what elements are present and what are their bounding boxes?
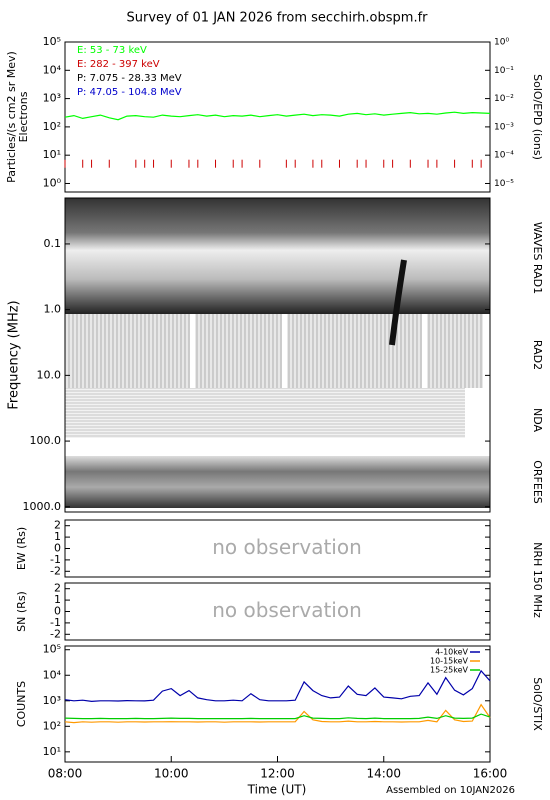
y-axis-label: SN (Rs) xyxy=(15,591,28,632)
y-tick-label: -2 xyxy=(50,627,61,640)
y-axis-label: EW (Rs) xyxy=(15,527,28,570)
y-tick-label: 10³ xyxy=(43,694,61,707)
y2-tick-label: 10⁻² xyxy=(494,94,514,104)
x-tick-label: 16:00 xyxy=(473,767,508,781)
y-tick-label: 10² xyxy=(43,719,61,732)
y-tick-label: -1 xyxy=(50,616,61,629)
legend-entry: 10-15keV xyxy=(430,657,469,666)
footer: Assembled on 10JAN2026 xyxy=(386,785,515,796)
legend-entry: 4-10keV xyxy=(435,648,468,657)
y-tick-label: 10.0 xyxy=(37,368,62,381)
right-label: NRH 150 MHz xyxy=(531,542,544,618)
y-tick-label: 10⁴ xyxy=(43,668,62,681)
legend-entry: P: 7.075 - 28.33 MeV xyxy=(77,73,182,84)
y-axis-label: Particles/(s cm2 sr Mev) xyxy=(5,51,18,183)
section-label: ORFEES xyxy=(531,460,544,504)
y2-tick-label: 10⁻⁴ xyxy=(494,151,514,161)
legend-entry: 15-25keV xyxy=(430,666,469,675)
y-tick-label: 0 xyxy=(54,542,61,555)
legend-entry: P: 47.05 - 104.8 MeV xyxy=(77,87,182,98)
y-tick-label: 1 xyxy=(54,593,61,606)
y-tick-label: 2 xyxy=(54,519,61,532)
y-tick-label: 10¹ xyxy=(43,745,61,758)
y-tick-label: 1.0 xyxy=(44,303,62,316)
annotation: no observation xyxy=(212,535,362,559)
x-tick-label: 14:00 xyxy=(366,767,401,781)
spectrogram-image xyxy=(65,198,490,508)
y-tick-label: 100.0 xyxy=(30,434,62,447)
x-axis-label: Time (UT) xyxy=(247,783,307,797)
y2-tick-label: 10⁻¹ xyxy=(494,66,514,76)
y-tick-label: 10³ xyxy=(43,92,61,105)
section-label: WAVES RAD1 xyxy=(531,222,544,294)
y-axis-label: COUNTS xyxy=(15,681,28,727)
y-tick-label: 10⁴ xyxy=(43,63,62,76)
data-line xyxy=(64,703,491,724)
y-axis-label: Frequency (MHz) xyxy=(7,300,22,409)
y-tick-label: 10⁰ xyxy=(43,176,62,189)
right-label: SolO/STIX xyxy=(531,677,544,731)
x-tick-label: 08:00 xyxy=(48,767,83,781)
y2-tick-label: 10⁰ xyxy=(494,38,509,48)
plot-frame xyxy=(64,645,491,763)
section-label: NDA xyxy=(531,408,544,433)
x-tick-label: 10:00 xyxy=(154,767,189,781)
y-tick-label: 2 xyxy=(54,582,61,595)
y-tick-label: 1000.0 xyxy=(23,500,62,513)
y-tick-label: 1 xyxy=(54,530,61,543)
x-tick-label: 12:00 xyxy=(260,767,295,781)
y2-tick-label: 10⁻⁵ xyxy=(494,179,514,189)
right-label: SolO/EPD (ions) xyxy=(531,74,544,160)
plot-frame xyxy=(64,197,491,513)
section-label: RAD2 xyxy=(531,340,544,370)
y-tick-label: 0 xyxy=(54,605,61,618)
y-axis-label: Electrons xyxy=(17,91,30,142)
legend-entry: E: 53 - 73 keV xyxy=(77,45,147,56)
data-line xyxy=(64,669,491,703)
y-tick-label: 10² xyxy=(43,120,61,133)
data-line xyxy=(64,111,491,121)
y-tick-label: -2 xyxy=(50,564,61,577)
y-tick-label: 0.1 xyxy=(44,237,62,250)
chart-title: Survey of 01 JAN 2026 from secchirh.obsp… xyxy=(127,11,429,26)
y-tick-label: 10⁵ xyxy=(43,643,61,656)
data-line xyxy=(64,713,491,720)
annotation: no observation xyxy=(212,598,362,622)
y-tick-label: -1 xyxy=(50,553,61,566)
y-tick-label: 10⁵ xyxy=(43,35,61,48)
y2-tick-label: 10⁻³ xyxy=(494,122,514,132)
y-tick-label: 10¹ xyxy=(43,148,61,161)
legend-entry: E: 282 - 397 keV xyxy=(77,59,160,70)
